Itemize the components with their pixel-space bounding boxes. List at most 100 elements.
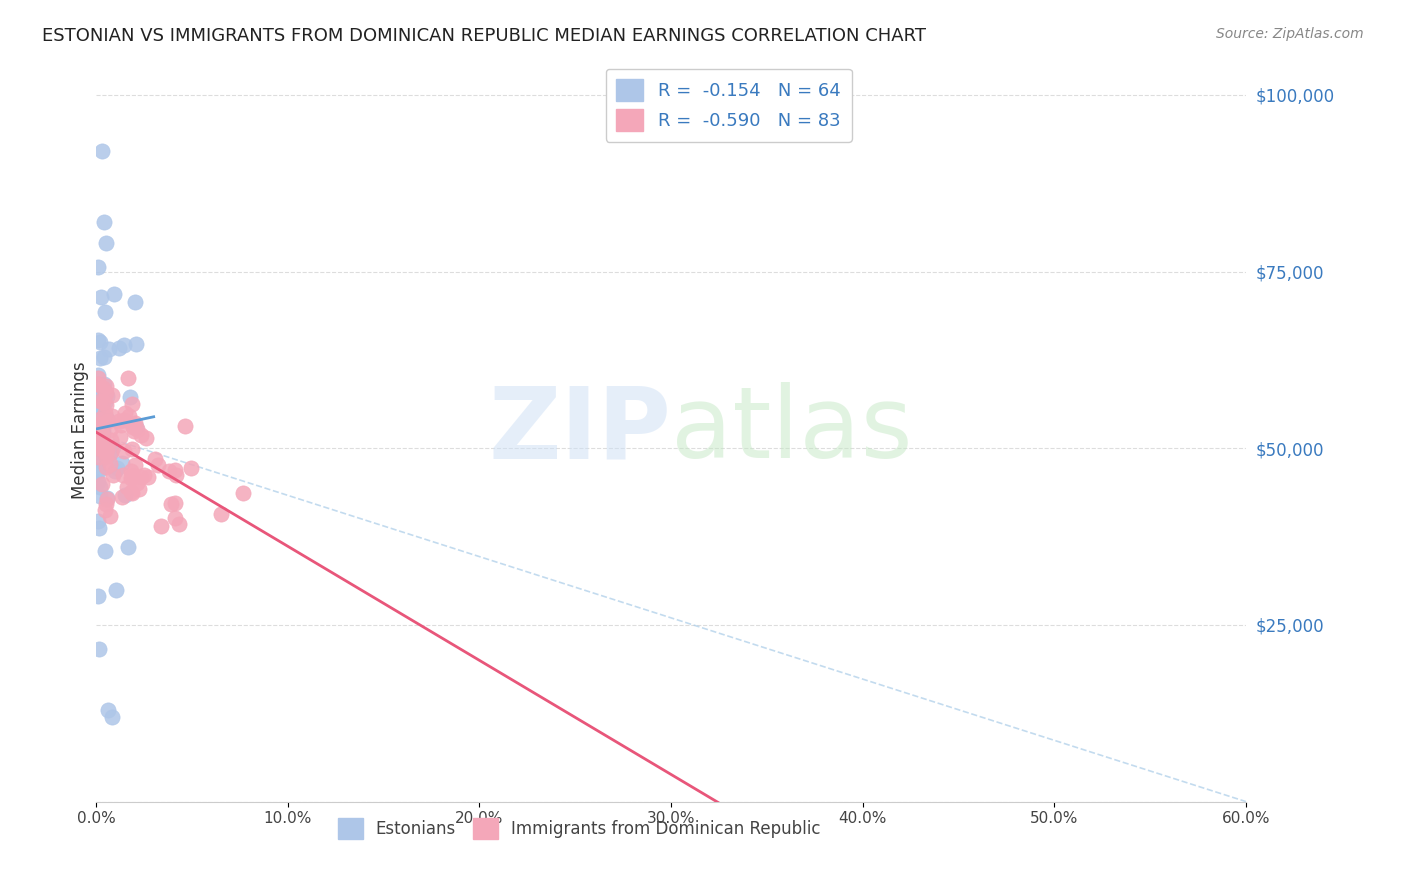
Point — [94, 497, 117, 511]
Point — [87, 445, 110, 459]
Point — [89, 426, 111, 441]
Point — [165, 467, 187, 482]
Point — [89, 334, 111, 349]
Point — [90, 477, 112, 491]
Point — [97, 414, 120, 428]
Point — [89, 411, 111, 425]
Point — [132, 467, 155, 482]
Point — [91, 426, 114, 441]
Point — [135, 431, 157, 445]
Point — [91, 424, 114, 438]
Point — [114, 488, 136, 502]
Point — [96, 491, 118, 506]
Point — [96, 389, 118, 403]
Point — [87, 260, 110, 274]
Point — [163, 463, 186, 477]
Point — [143, 451, 166, 466]
Point — [96, 397, 118, 411]
Point — [90, 398, 112, 412]
Point — [87, 462, 110, 476]
Point — [117, 409, 139, 423]
Point — [108, 341, 131, 355]
Point — [87, 412, 110, 426]
Point — [87, 333, 110, 347]
Point — [89, 436, 111, 450]
Point — [89, 429, 111, 443]
Point — [87, 642, 110, 657]
Point — [93, 544, 115, 558]
Point — [90, 405, 112, 419]
Point — [100, 445, 122, 459]
Point — [94, 385, 117, 400]
Point — [89, 351, 111, 366]
Point — [94, 236, 117, 251]
Point — [97, 448, 120, 462]
Point — [125, 337, 148, 351]
Point — [89, 480, 111, 494]
Point — [101, 467, 124, 482]
Point — [90, 290, 112, 304]
Point — [105, 460, 128, 475]
Point — [87, 439, 110, 453]
Point — [129, 428, 152, 442]
Point — [110, 430, 132, 444]
Point — [90, 434, 112, 448]
Point — [108, 414, 131, 428]
Point — [96, 491, 118, 506]
Point — [94, 406, 117, 420]
Point — [87, 385, 110, 400]
Text: ESTONIAN VS IMMIGRANTS FROM DOMINICAN REPUBLIC MEDIAN EARNINGS CORRELATION CHART: ESTONIAN VS IMMIGRANTS FROM DOMINICAN RE… — [42, 27, 927, 45]
Point — [94, 503, 117, 517]
Point — [87, 442, 110, 456]
Point — [150, 519, 173, 533]
Point — [87, 434, 110, 448]
Point — [121, 468, 143, 483]
Point — [120, 464, 142, 478]
Point — [117, 370, 139, 384]
Point — [93, 376, 115, 391]
Point — [94, 460, 117, 475]
Point — [103, 440, 125, 454]
Point — [87, 370, 110, 384]
Point — [160, 497, 183, 511]
Y-axis label: Median Earnings: Median Earnings — [72, 362, 89, 500]
Text: Source: ZipAtlas.com: Source: ZipAtlas.com — [1216, 27, 1364, 41]
Point — [89, 417, 111, 432]
Point — [120, 390, 142, 404]
Point — [111, 456, 134, 470]
Point — [148, 458, 170, 472]
Point — [125, 422, 148, 436]
Point — [124, 417, 146, 431]
Point — [87, 450, 110, 465]
Point — [100, 710, 122, 724]
Point — [87, 392, 110, 406]
Text: ZIP: ZIP — [488, 382, 671, 479]
Point — [112, 413, 135, 427]
Point — [232, 486, 254, 500]
Point — [124, 458, 146, 472]
Point — [122, 419, 145, 434]
Point — [89, 394, 111, 409]
Point — [103, 287, 125, 301]
Point — [128, 482, 150, 496]
Point — [96, 412, 118, 426]
Point — [117, 540, 139, 554]
Point — [98, 343, 121, 357]
Point — [125, 476, 148, 491]
Point — [87, 521, 110, 535]
Point — [98, 423, 121, 437]
Point — [101, 388, 124, 402]
Point — [89, 389, 111, 403]
Point — [125, 419, 148, 434]
Point — [115, 480, 138, 494]
Point — [87, 440, 110, 454]
Point — [157, 464, 180, 478]
Point — [89, 453, 111, 467]
Text: atlas: atlas — [671, 382, 912, 479]
Point — [94, 395, 117, 409]
Point — [121, 486, 143, 500]
Point — [90, 145, 112, 159]
Point — [111, 490, 134, 504]
Point — [105, 582, 128, 597]
Point — [87, 465, 110, 479]
